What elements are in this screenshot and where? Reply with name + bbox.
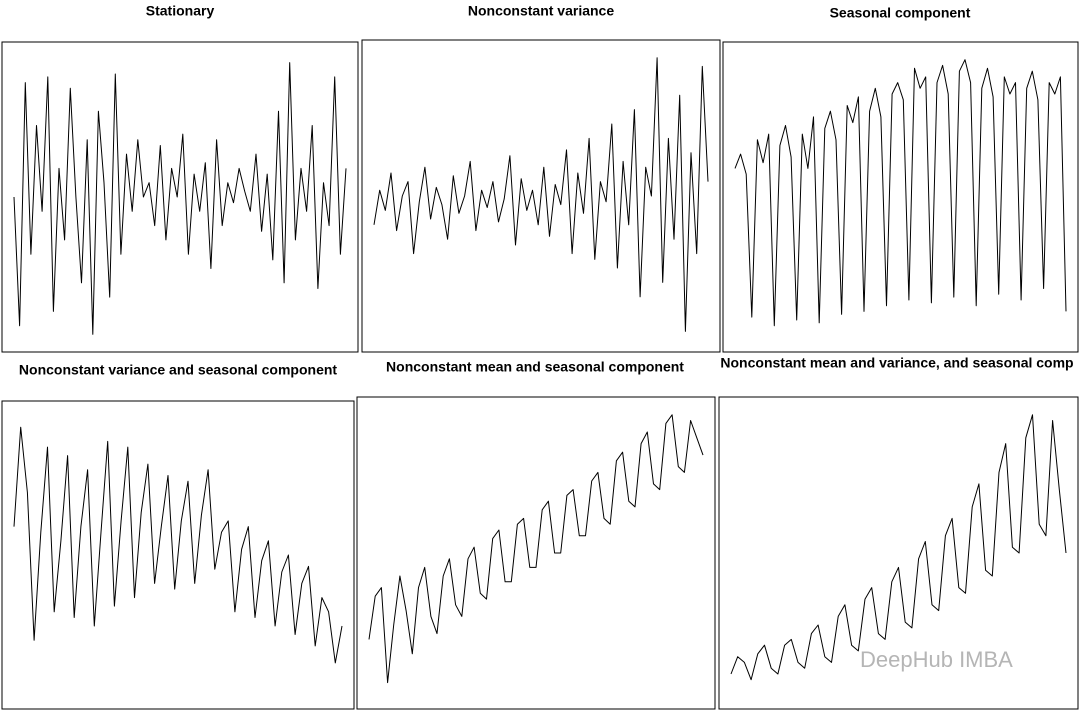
panel-title: Stationary <box>146 3 215 19</box>
series-line <box>373 57 709 332</box>
watermark: DeepHub IMBA <box>860 647 1013 672</box>
series-line <box>368 414 704 684</box>
panel-frame <box>1 400 355 710</box>
panel-title: Nonconstant variance <box>468 3 614 19</box>
panel-frame <box>722 41 1079 353</box>
series-line <box>730 414 1067 681</box>
panel-frame <box>718 396 1079 710</box>
panel-title: Nonconstant mean and variance, and seaso… <box>720 355 1073 371</box>
panel-frame <box>356 396 716 710</box>
series-line <box>13 62 347 335</box>
panel-title: Nonconstant mean and seasonal component <box>386 359 684 375</box>
panel-title: Nonconstant variance and seasonal compon… <box>19 362 338 378</box>
series-line <box>13 426 343 664</box>
series-line <box>734 59 1067 327</box>
panel-title: Seasonal component <box>830 5 971 21</box>
panel-frame <box>1 41 359 353</box>
panel-frame <box>361 39 721 353</box>
